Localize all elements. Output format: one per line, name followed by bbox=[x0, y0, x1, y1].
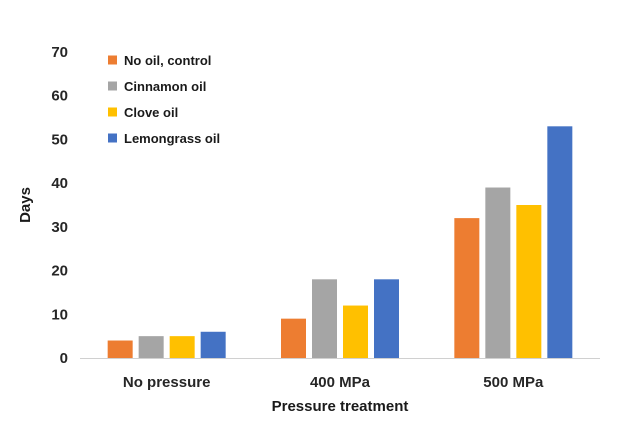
y-tick-label: 50 bbox=[51, 131, 68, 148]
x-axis-title: Pressure treatment bbox=[272, 398, 409, 415]
legend-swatch bbox=[108, 107, 117, 117]
y-tick-label: 70 bbox=[51, 44, 68, 61]
y-tick-label: 30 bbox=[51, 219, 68, 236]
bar bbox=[374, 279, 399, 358]
y-axis-title: Days bbox=[17, 187, 34, 223]
legend-swatch bbox=[108, 55, 117, 65]
bar bbox=[516, 205, 542, 358]
y-tick-label: 40 bbox=[51, 175, 68, 192]
legend: No oil, control Cinnamon oil Clove oil Lemo… bbox=[108, 53, 220, 146]
bar bbox=[107, 340, 133, 358]
x-tick-label: 400 MPa bbox=[310, 374, 371, 391]
bar bbox=[547, 126, 573, 358]
y-tick-label: 0 bbox=[60, 350, 68, 367]
y-axis-ticks: 0 10 20 30 40 50 60 70 bbox=[51, 44, 68, 367]
bar bbox=[312, 279, 337, 358]
y-tick-label: 60 bbox=[51, 88, 68, 105]
legend-label: Clove oil bbox=[124, 105, 178, 120]
legend-label: Lemongrass oil bbox=[124, 131, 220, 146]
x-tick-label: No pressure bbox=[123, 374, 211, 391]
bars bbox=[107, 126, 573, 358]
x-axis-ticks: No pressure 400 MPa 500 MPa bbox=[123, 374, 544, 391]
bar bbox=[138, 336, 164, 358]
bar bbox=[343, 305, 368, 358]
y-tick-label: 10 bbox=[51, 306, 68, 323]
bar bbox=[454, 218, 480, 358]
bar bbox=[169, 336, 195, 358]
bar bbox=[200, 331, 226, 358]
legend-swatch bbox=[108, 133, 117, 143]
legend-swatch bbox=[108, 81, 117, 91]
legend-label: Cinnamon oil bbox=[124, 79, 206, 94]
y-tick-label: 20 bbox=[51, 263, 68, 280]
bar bbox=[485, 187, 511, 358]
bar bbox=[281, 318, 306, 358]
legend-label: No oil, control bbox=[124, 53, 211, 68]
x-tick-label: 500 MPa bbox=[483, 374, 544, 391]
